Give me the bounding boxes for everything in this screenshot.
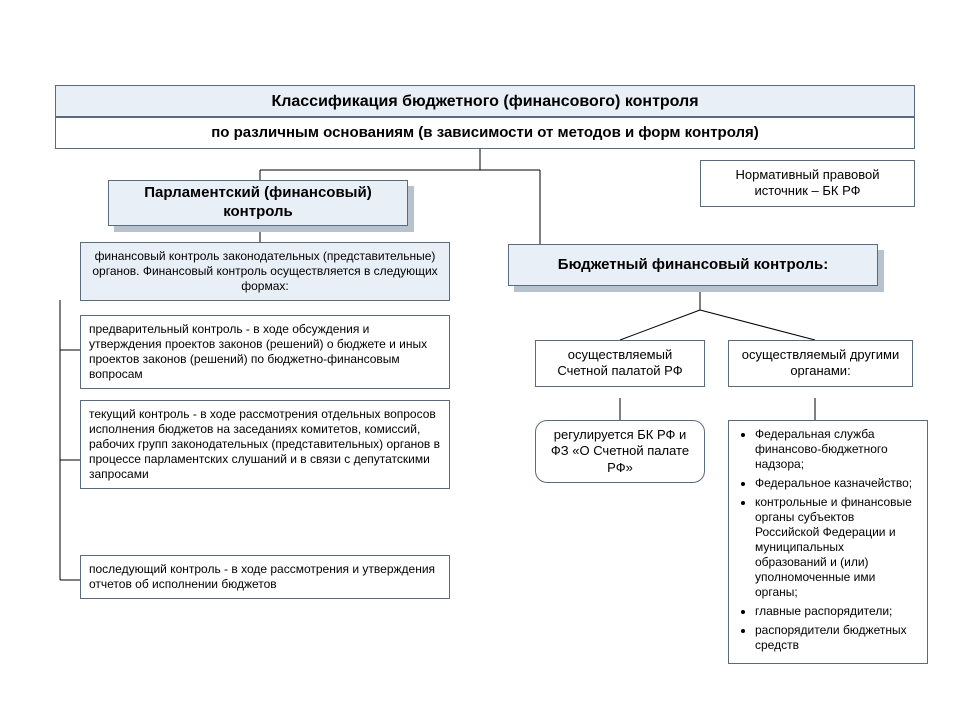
subtitle-bar: по различным основаниям (в зависимости о…: [55, 117, 915, 149]
list-item: распорядители бюджетных средств: [755, 623, 919, 653]
list-item: Федеральная служба финансово-бюджетного …: [755, 427, 919, 472]
list-item: главные распорядители;: [755, 604, 919, 619]
branch-b-bullets: Федеральная служба финансово-бюджетного …: [728, 420, 928, 664]
branch-a-detail: регулируется БК РФ и ФЗ «О Счетной палат…: [535, 420, 705, 483]
left-item-3: последующий контроль - в ходе рассмотрен…: [80, 555, 450, 599]
left-heading: Парламентский (финансовый) контроль: [108, 180, 408, 226]
left-intro: финансовый контроль законодательных (пре…: [80, 242, 450, 301]
branch-a-title: осуществляемый Счетной палатой РФ: [535, 340, 705, 387]
diagram-canvas: Классификация бюджетного (финансового) к…: [0, 0, 960, 720]
branch-b-title: осуществляемый другими органами:: [728, 340, 913, 387]
title-bar: Классификация бюджетного (финансового) к…: [55, 85, 915, 117]
bullet-list: Федеральная служба финансово-бюджетного …: [737, 427, 919, 653]
left-item-2: текущий контроль - в ходе рассмотрения о…: [80, 400, 450, 489]
list-item: контрольные и финансовые органы субъекто…: [755, 495, 919, 600]
note-box: Нормативный правовой источник – БК РФ: [700, 160, 915, 207]
left-item-1: предварительный контроль - в ходе обсужд…: [80, 315, 450, 389]
right-heading: Бюджетный финансовый контроль:: [508, 244, 878, 286]
list-item: Федеральное казначейство;: [755, 476, 919, 491]
